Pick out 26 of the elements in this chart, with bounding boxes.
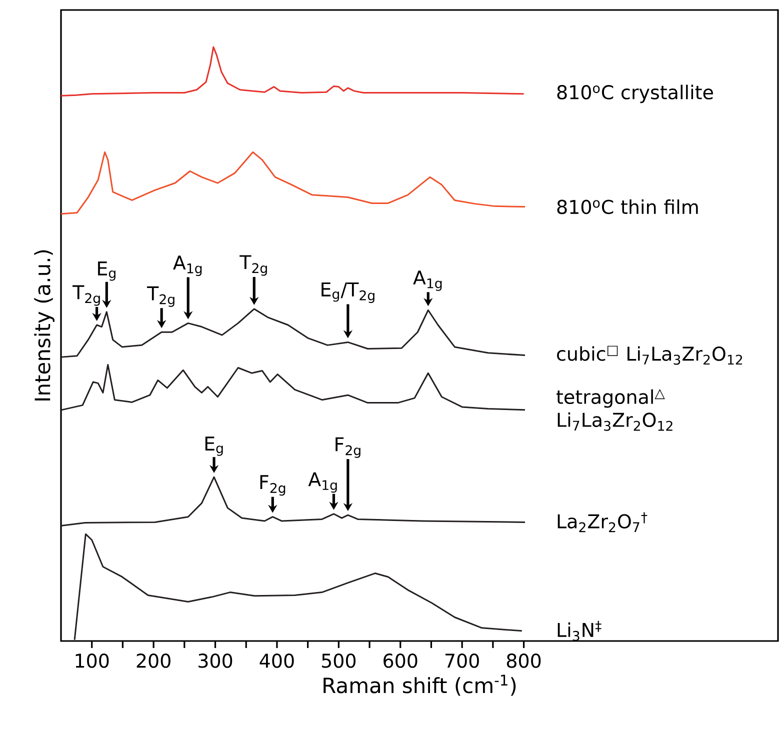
x-tick-label: 800 — [506, 654, 541, 668]
annotation: A$_{1g}$ — [413, 270, 442, 291]
x-axis-title: Raman shift (cm$^{-1}$) — [324, 674, 516, 696]
x-tick-label: 300 — [198, 654, 232, 668]
annotation: E$_{g}$ — [98, 262, 116, 281]
annotation: E$_{g}$ — [205, 436, 223, 456]
x-tick-label: 600 — [384, 654, 418, 668]
annotation: F$_{2g}$ — [336, 437, 360, 458]
annotation: A$_{1g}$ — [308, 472, 337, 493]
x-tick-label: 200 — [136, 654, 170, 668]
series-label: 810$^{o}$C crystallite — [557, 84, 713, 104]
x-tick-label: 400 — [260, 654, 294, 668]
x-tick-label: 100 — [76, 654, 109, 668]
annotation: T$_{2g}$ — [147, 286, 174, 307]
series-label: 810$^{o}$C thin film — [557, 199, 698, 214]
x-tick-label: 700 — [446, 654, 479, 668]
annotation: E$_{g}$/T$_{2g}$ — [322, 282, 374, 304]
x-tick-label: 500 — [322, 654, 356, 668]
annotation: F$_{2g}$ — [260, 475, 286, 496]
y-axis-title: Intensity (a.u.) — [34, 250, 54, 400]
annotation: T$_{2g}$ — [240, 255, 267, 276]
text: cubic$^{□}$ Li$_{7}$La$_{3}$Zr$_{2}$O$_{12}$ — [557, 346, 742, 365]
annotation: A$_{1g}$ — [173, 256, 202, 276]
text: tetragonal$^{△}$ Li$_{7}$La$_{3}$Zr$_{2}$O$_{12}$ — [556, 388, 672, 431]
annotation: T$_{2g}$ — [72, 285, 100, 306]
series-label: La$_{2}$Zr$_{2}$O$_{7}$† — [558, 512, 648, 532]
